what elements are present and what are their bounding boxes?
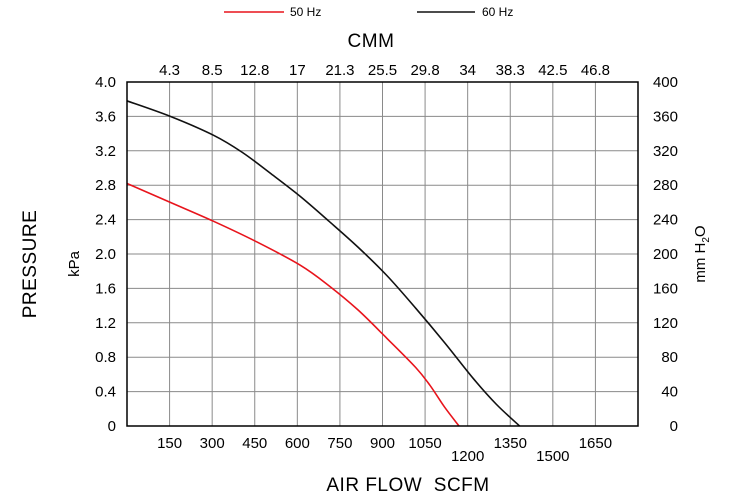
right-tick-label: 200 (653, 246, 678, 263)
legend: 50 Hz 60 Hz (224, 5, 513, 19)
right-unit-sub: 2 (701, 237, 712, 243)
grid (127, 82, 638, 426)
top-tick-label: 8.5 (202, 62, 223, 79)
bottom-tick-label: 1350 (494, 435, 527, 452)
legend-label: 50 Hz (290, 5, 321, 19)
left-tick-label: 2.0 (95, 246, 116, 263)
series-line-50hz (126, 182, 460, 427)
top-tick-label: 34 (459, 62, 476, 79)
right-tick-label: 320 (653, 143, 678, 160)
right-tick-label: 280 (653, 177, 678, 194)
bottom-tick-label: 750 (327, 435, 352, 452)
bottom-axis-ticks: 150 300 450 600 750 900 1050 1200 1350 1500 1650 (157, 435, 612, 465)
left-axis-ticks: 0 0.4 0.8 1.2 1.6 2.0 2.4 2.8 3.2 3.6 4.0 (95, 74, 116, 435)
right-unit-end: O (692, 225, 709, 237)
left-tick-label: 0 (108, 418, 116, 435)
top-tick-label: 4.3 (159, 62, 180, 79)
right-tick-label: 40 (661, 384, 678, 401)
bottom-tick-label: 900 (370, 435, 395, 452)
series-line-60hz (126, 100, 521, 427)
left-tick-label: 2.4 (95, 212, 116, 229)
right-axis-unit: mm H2O (692, 225, 712, 282)
top-tick-label: 46.8 (581, 62, 610, 79)
top-tick-label: 17 (289, 62, 306, 79)
left-tick-label: 1.6 (95, 280, 116, 297)
right-axis-ticks: 0 40 80 120 160 200 240 280 320 360 400 (653, 74, 678, 435)
left-axis-unit: kPa (66, 250, 83, 277)
bottom-tick-label: 1650 (579, 435, 612, 452)
top-tick-label: 38.3 (496, 62, 525, 79)
right-tick-label: 80 (661, 349, 678, 366)
left-axis-title: PRESSURE (20, 210, 41, 319)
right-tick-label: 120 (653, 315, 678, 332)
top-axis-title: CMM (348, 31, 395, 52)
right-tick-label: 0 (670, 418, 678, 435)
top-tick-label: 21.3 (325, 62, 354, 79)
bottom-tick-label: 1200 (451, 448, 484, 465)
right-tick-label: 400 (653, 74, 678, 91)
bottom-tick-label: 300 (200, 435, 225, 452)
left-tick-label: 3.6 (95, 108, 116, 125)
top-tick-label: 29.8 (410, 62, 439, 79)
legend-label: 60 Hz (482, 5, 513, 19)
top-axis-ticks: 4.3 8.5 12.8 17 21.3 25.5 29.8 34 38.3 42.5 46.8 (159, 62, 610, 79)
right-tick-label: 240 (653, 212, 678, 229)
left-tick-label: 0.8 (95, 349, 116, 366)
left-tick-label: 2.8 (95, 177, 116, 194)
bottom-tick-label: 1500 (536, 448, 569, 465)
series-layer (126, 100, 521, 427)
bottom-tick-label: 1050 (408, 435, 441, 452)
bottom-tick-label: 600 (285, 435, 310, 452)
top-tick-label: 12.8 (240, 62, 269, 79)
bottom-tick-label: 150 (157, 435, 182, 452)
bottom-tick-label: 450 (242, 435, 267, 452)
plot-frame (126, 81, 639, 427)
left-tick-label: 1.2 (95, 315, 116, 332)
right-unit-main: mm H (692, 243, 709, 283)
right-tick-label: 360 (653, 108, 678, 125)
bottom-axis-title: AIR FLOW SCFM (326, 475, 489, 496)
right-tick-label: 160 (653, 280, 678, 297)
left-tick-label: 3.2 (95, 143, 116, 160)
top-tick-label: 25.5 (368, 62, 397, 79)
top-tick-label: 42.5 (538, 62, 567, 79)
left-tick-label: 0.4 (95, 384, 116, 401)
left-tick-label: 4.0 (95, 74, 116, 91)
